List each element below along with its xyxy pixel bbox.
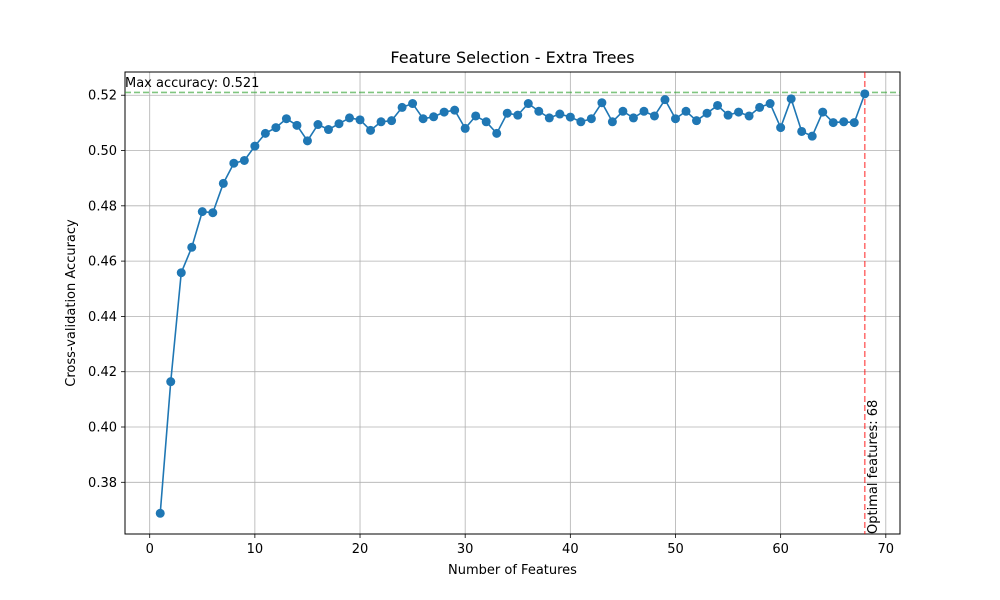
data-point: [471, 111, 481, 121]
data-point: [681, 106, 691, 116]
data-point: [828, 118, 838, 128]
x-tick-label: 0: [146, 542, 154, 557]
data-point: [849, 118, 859, 128]
data-point: [818, 107, 828, 117]
data-point: [271, 123, 281, 133]
x-tick-label: 50: [667, 542, 684, 557]
data-point: [408, 99, 418, 109]
chart-title: Feature Selection - Extra Trees: [390, 48, 634, 67]
data-point: [744, 111, 754, 121]
data-point: [439, 107, 449, 117]
data-point: [218, 178, 228, 188]
x-tick-label: 30: [457, 542, 474, 557]
data-point: [670, 114, 680, 124]
data-point: [187, 242, 197, 252]
y-tick-label: 0.50: [88, 144, 117, 159]
data-point: [229, 158, 239, 168]
y-tick-label: 0.44: [88, 310, 117, 325]
data-point: [176, 268, 186, 278]
data-point: [260, 128, 270, 138]
data-point: [839, 117, 849, 127]
data-point: [660, 95, 670, 105]
data-point: [197, 207, 207, 217]
data-point: [734, 107, 744, 117]
x-tick-label: 70: [878, 542, 895, 557]
data-point: [565, 112, 575, 122]
data-point: [250, 141, 260, 151]
data-point: [460, 123, 470, 133]
data-point: [155, 508, 165, 518]
data-point: [239, 155, 249, 165]
data-point: [345, 113, 355, 123]
data-point: [376, 117, 386, 127]
x-axis-label: Number of Features: [448, 563, 577, 578]
data-point: [555, 109, 565, 119]
optimal-features-annotation: Optimal features: 68: [866, 400, 881, 534]
x-tick-label: 20: [352, 542, 369, 557]
data-point: [397, 102, 407, 112]
data-point: [502, 108, 512, 118]
data-point: [366, 125, 376, 135]
data-point: [597, 98, 607, 108]
data-point: [544, 113, 554, 123]
y-tick-label: 0.40: [88, 421, 117, 436]
data-point: [786, 94, 796, 104]
data-point: [776, 123, 786, 133]
y-tick-label: 0.46: [88, 255, 117, 270]
data-point: [534, 106, 544, 116]
data-point: [523, 99, 533, 109]
data-series: [155, 89, 870, 518]
plot-area-frame: [124, 71, 901, 535]
data-point: [387, 116, 397, 126]
data-point: [807, 131, 817, 141]
max-accuracy-annotation: Max accuracy: 0.521: [125, 76, 259, 91]
data-point: [355, 115, 365, 125]
data-point: [292, 120, 302, 130]
data-point: [418, 114, 428, 124]
data-point: [586, 114, 596, 124]
data-point: [702, 108, 712, 118]
y-tick-label: 0.38: [88, 476, 117, 491]
y-tick-label: 0.52: [88, 89, 117, 104]
data-point: [576, 117, 586, 127]
data-point: [302, 136, 312, 146]
data-point: [323, 125, 333, 135]
data-point: [481, 117, 491, 127]
data-point: [692, 116, 702, 126]
data-point: [639, 106, 649, 116]
data-point: [618, 106, 628, 116]
data-point: [797, 126, 807, 136]
data-point: [492, 128, 502, 138]
x-tick-label: 60: [772, 542, 789, 557]
data-point: [450, 105, 460, 115]
data-point: [755, 102, 765, 112]
data-point: [513, 110, 523, 120]
data-point: [723, 110, 733, 120]
y-tick-label: 0.42: [88, 365, 117, 380]
data-point: [628, 113, 638, 123]
data-point: [208, 208, 218, 218]
data-point: [765, 99, 775, 109]
data-point: [313, 120, 323, 130]
data-point: [166, 377, 176, 387]
x-tick-label: 40: [562, 542, 579, 557]
axis-ticks: 0 10 20 30 40 50 60 70 0.38 0.40 0.42 0.44 0.46 0.48 0…: [88, 89, 894, 557]
data-point: [713, 100, 723, 110]
data-point: [607, 117, 617, 127]
y-tick-label: 0.48: [88, 199, 117, 214]
data-point: [649, 111, 659, 121]
data-point: [281, 114, 291, 124]
grid-lines: [125, 72, 900, 534]
reference-lines: [125, 72, 900, 534]
y-axis-label: Cross-validation Accuracy: [64, 219, 79, 387]
data-point: [860, 89, 870, 99]
data-point: [334, 119, 344, 129]
data-point: [429, 112, 439, 122]
x-tick-label: 10: [247, 542, 264, 557]
